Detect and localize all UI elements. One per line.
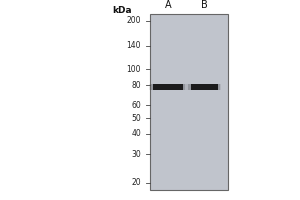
Text: 100: 100 <box>127 65 141 74</box>
Text: 40: 40 <box>131 129 141 138</box>
Text: 20: 20 <box>131 178 141 187</box>
Text: 200: 200 <box>127 16 141 25</box>
Text: 50: 50 <box>131 114 141 123</box>
Text: 60: 60 <box>131 101 141 110</box>
Bar <box>149 84 187 90</box>
Text: B: B <box>201 0 207 10</box>
Bar <box>153 84 183 90</box>
Bar <box>190 84 218 90</box>
Text: 30: 30 <box>131 150 141 159</box>
Text: 80: 80 <box>131 81 141 90</box>
Bar <box>151 84 185 90</box>
Bar <box>150 14 228 190</box>
Text: A: A <box>165 0 171 10</box>
Bar <box>187 84 221 90</box>
Bar <box>188 84 220 90</box>
Text: kDa: kDa <box>112 6 132 15</box>
Text: 140: 140 <box>127 41 141 50</box>
